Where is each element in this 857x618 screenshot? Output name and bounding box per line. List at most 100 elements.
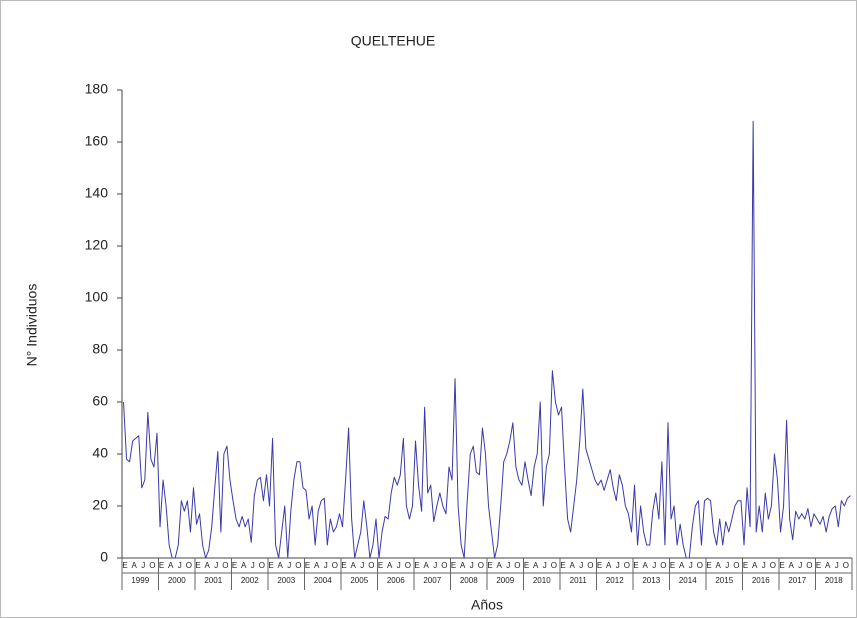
y-tick-label: 140 [85, 185, 109, 201]
x-tick-label: A [423, 561, 429, 570]
x-tick-label: A [752, 561, 758, 570]
x-tick-label: J [506, 561, 510, 570]
x-tick-label: O [441, 561, 447, 570]
x-tick-label: J [725, 561, 729, 570]
year-label: 2012 [606, 576, 624, 585]
x-tick-label: J [251, 561, 255, 570]
x-tick-label: J [762, 561, 766, 570]
x-tick-label: E [195, 561, 200, 570]
x-tick-label: J [178, 561, 182, 570]
x-tick-label: J [141, 561, 145, 570]
data-line [123, 120, 851, 559]
x-tick-label: O [770, 561, 776, 570]
x-tick-label: J [433, 561, 437, 570]
x-tick-label: O [624, 561, 630, 570]
x-tick-label: A [277, 561, 283, 570]
x-tick-label: E [414, 561, 419, 570]
x-tick-label: E [779, 561, 784, 570]
x-tick-label: A [387, 561, 393, 570]
x-tick-label: A [241, 561, 247, 570]
year-label: 2017 [788, 576, 806, 585]
x-tick-label: E [305, 561, 310, 570]
year-label: 2015 [715, 576, 733, 585]
x-tick-label: A [314, 561, 320, 570]
x-tick-label: O [149, 561, 155, 570]
x-tick-label: A [788, 561, 794, 570]
x-tick-label: A [679, 561, 685, 570]
x-tick-label: J [798, 561, 802, 570]
x-tick-label: E [378, 561, 383, 570]
x-tick-label: J [689, 561, 693, 570]
x-tick-label: J [470, 561, 474, 570]
x-tick-label: E [816, 561, 821, 570]
x-tick-label: A [715, 561, 721, 570]
x-tick-label: E [560, 561, 565, 570]
x-tick-label: O [733, 561, 739, 570]
x-tick-label: E [743, 561, 748, 570]
x-tick-label: A [533, 561, 539, 570]
year-label: 2011 [570, 576, 588, 585]
y-tick-label: 40 [92, 445, 108, 461]
year-label: 2006 [387, 576, 405, 585]
year-label: 2007 [423, 576, 441, 585]
year-label: 1999 [131, 576, 149, 585]
x-tick-label: A [569, 561, 575, 570]
y-tick-label: 20 [92, 497, 108, 513]
year-label: 2010 [533, 576, 551, 585]
y-axis-label: N° Individuos [24, 284, 40, 367]
x-tick-label: A [642, 561, 648, 570]
x-tick-label: J [835, 561, 839, 570]
y-tick-label: 0 [100, 549, 108, 565]
x-tick-label: A [496, 561, 502, 570]
x-tick-label: E [341, 561, 346, 570]
x-tick-label: O [186, 561, 192, 570]
x-tick-label: E [232, 561, 237, 570]
x-axis-label: Años [471, 597, 503, 613]
x-tick-label: E [122, 561, 127, 570]
year-label: 2018 [825, 576, 843, 585]
x-tick-label: A [131, 561, 137, 570]
x-tick-label: O [514, 561, 520, 570]
x-tick-label: A [204, 561, 210, 570]
x-tick-label: O [551, 561, 557, 570]
x-tick-label: E [670, 561, 675, 570]
x-tick-label: O [405, 561, 411, 570]
x-tick-label: A [168, 561, 174, 570]
y-tick-label: 60 [92, 393, 108, 409]
x-tick-label: E [487, 561, 492, 570]
x-tick-label: O [368, 561, 374, 570]
x-tick-label: O [587, 561, 593, 570]
year-label: 2014 [679, 576, 697, 585]
x-tick-label: J [579, 561, 583, 570]
x-tick-label: J [616, 561, 620, 570]
year-label: 2013 [642, 576, 660, 585]
x-tick-label: E [524, 561, 529, 570]
year-label: 2001 [204, 576, 222, 585]
x-tick-label: O [806, 561, 812, 570]
x-tick-label: J [652, 561, 656, 570]
y-tick-label: 180 [85, 81, 109, 97]
year-label: 2004 [314, 576, 332, 585]
x-tick-label: O [697, 561, 703, 570]
y-tick-label: 80 [92, 341, 108, 357]
x-tick-label: E [597, 561, 602, 570]
x-tick-label: E [633, 561, 638, 570]
x-tick-label: E [268, 561, 273, 570]
x-tick-label: O [295, 561, 301, 570]
year-label: 2016 [752, 576, 770, 585]
x-tick-label: O [222, 561, 228, 570]
year-label: 2005 [350, 576, 368, 585]
x-tick-label: J [287, 561, 291, 570]
year-label: 2008 [460, 576, 478, 585]
x-tick-label: J [543, 561, 547, 570]
x-tick-label: O [843, 561, 849, 570]
x-tick-label: O [478, 561, 484, 570]
x-tick-label: E [451, 561, 456, 570]
x-tick-label: E [159, 561, 164, 570]
year-label: 2003 [277, 576, 295, 585]
x-tick-label: E [706, 561, 711, 570]
x-tick-label: J [324, 561, 328, 570]
x-tick-label: A [350, 561, 356, 570]
